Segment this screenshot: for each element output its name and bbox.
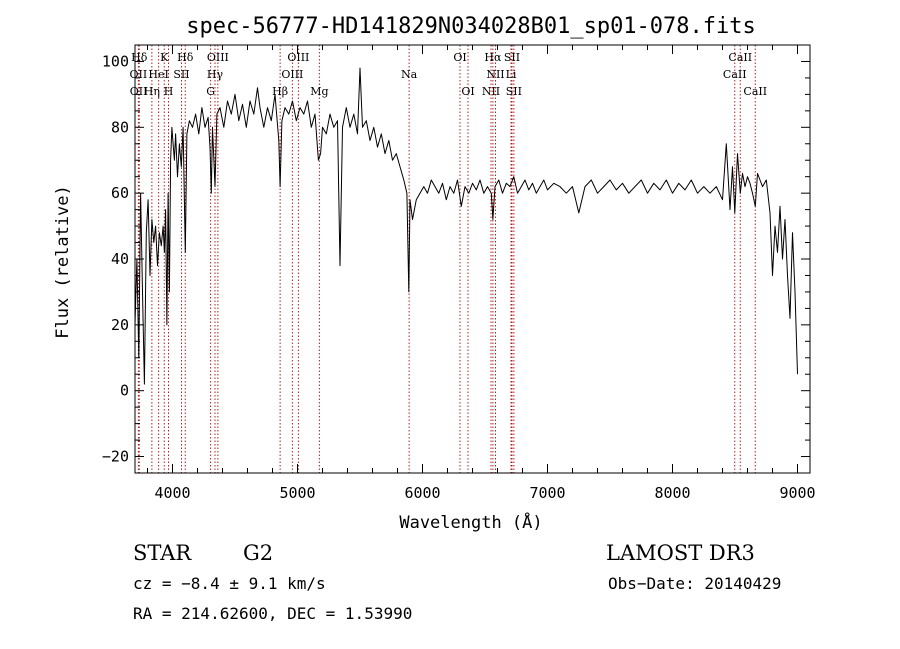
- spectral-line-label-11: SII: [173, 68, 189, 81]
- y-tick-label-60: 60: [111, 184, 129, 202]
- spectral-line-label-24: OI: [461, 85, 474, 98]
- x-axis-ticks: 4000 5000 6000 7000 8000 9000: [147, 45, 816, 502]
- y-tick-label-0: 0: [120, 382, 129, 400]
- spectral-line-label-15: NII: [486, 68, 504, 81]
- x-axis-label: Wavelength (Å): [399, 511, 542, 533]
- x-tick-label-4000: 4000: [154, 484, 190, 502]
- x-tick-label-7000: 7000: [529, 484, 565, 502]
- spectral-line-label-25: NII: [482, 85, 500, 98]
- spectral-line-label-9: OII: [130, 68, 148, 81]
- spectral-line-label-1: K: [160, 51, 169, 64]
- y-axis-ticks: −20 0 20 40 60 80 100: [102, 44, 810, 474]
- spectral-line-label-22: Hβ: [272, 85, 288, 98]
- spectral-line-label-17: CaII: [723, 68, 747, 81]
- spectral-line-label-10: HeI: [148, 68, 168, 81]
- x-tick-label-8000: 8000: [654, 484, 690, 502]
- y-tick-label-40: 40: [111, 250, 129, 268]
- spectral-line-label-20: H: [164, 85, 174, 98]
- spectrum-series-0: [134, 67, 798, 385]
- y-tick-label--20: −20: [102, 448, 129, 466]
- spectral-subclass: G2: [243, 541, 274, 565]
- spectral-line-label-0: Hδ: [131, 51, 148, 64]
- y-tick-label-100: 100: [102, 52, 129, 70]
- x-tick-label-5000: 5000: [279, 484, 315, 502]
- spectral-line-label-26: SII: [506, 85, 522, 98]
- spectral-line-label-4: OIII: [287, 51, 309, 64]
- spectral-line-label-6: Hα: [484, 51, 502, 64]
- y-tick-label-20: 20: [111, 316, 129, 334]
- spectral-line-label-23: Mg: [310, 85, 328, 98]
- plot-frame: [134, 44, 811, 474]
- spectrum-line: [134, 67, 798, 385]
- observation-date: Obs−Date: 20140429: [608, 574, 782, 593]
- spectral-line-label-5: OI: [453, 51, 466, 64]
- spectral-line-label-7: SII: [504, 51, 520, 64]
- spectral-line-label-12: Hγ: [207, 68, 224, 81]
- object-type: STAR: [133, 541, 192, 565]
- spectral-line-label-19: Hη: [144, 85, 160, 98]
- spectral-line-label-2: Hδ: [177, 51, 194, 64]
- spectral-line-label-27: CaII: [743, 85, 767, 98]
- spectral-line-label-16: Li: [506, 68, 517, 81]
- spectral-line-label-18: OII: [130, 85, 148, 98]
- spectral-line-label-14: Na: [401, 68, 418, 81]
- spectral-line-label-3: OIII: [207, 51, 229, 64]
- y-axis-label: Flux (relative): [53, 185, 73, 339]
- redshift-velocity: cz = −8.4 ± 9.1 km/s: [133, 574, 326, 593]
- spectral-line-label-13: OIII: [281, 68, 303, 81]
- spectral-line-markers: [137, 45, 756, 473]
- spectral-line-label-8: CaII: [728, 51, 752, 64]
- chart-title: spec-56777-HD141829N034028B01_sp01-078.f…: [186, 14, 756, 39]
- ra-dec-coordinates: RA = 214.62600, DEC = 1.53990: [133, 604, 413, 623]
- x-tick-label-9000: 9000: [779, 484, 815, 502]
- spectral-line-label-21: G: [206, 85, 215, 98]
- survey-name: LAMOST DR3: [606, 541, 755, 565]
- y-tick-label-80: 80: [111, 118, 129, 136]
- x-tick-label-6000: 6000: [404, 484, 440, 502]
